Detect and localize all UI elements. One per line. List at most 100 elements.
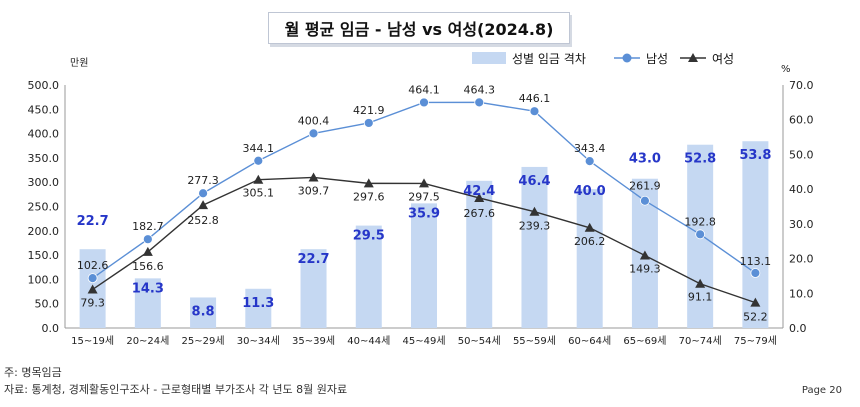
men-point xyxy=(142,234,153,245)
men-data-label: 446.1 xyxy=(519,92,551,105)
women-data-label: 252.8 xyxy=(187,214,219,227)
men-point xyxy=(87,273,98,284)
gap-bar xyxy=(742,141,769,328)
gap-data-label: 22.7 xyxy=(297,252,329,267)
men-point xyxy=(253,155,264,166)
y-right-tick-label: 70.0 xyxy=(789,79,814,92)
men-point xyxy=(695,229,706,240)
gap-data-label: 42.4 xyxy=(463,184,495,199)
men-point xyxy=(750,268,761,278)
gap-data-label: 22.7 xyxy=(77,214,109,229)
men-data-label: 277.3 xyxy=(187,174,219,187)
women-data-label: 297.6 xyxy=(353,190,385,203)
x-tick-label: 65~69세 xyxy=(623,335,666,347)
gap-data-label: 8.8 xyxy=(192,304,215,319)
women-data-label: 267.6 xyxy=(463,207,495,220)
women-data-label: 52.2 xyxy=(743,311,768,324)
gap-bars xyxy=(79,141,769,328)
gap-data-label: 40.0 xyxy=(574,184,606,199)
legend-women-marker xyxy=(688,53,698,62)
legend-men-marker xyxy=(622,53,632,63)
women-point xyxy=(419,178,429,188)
men-data-label: 464.3 xyxy=(463,83,495,96)
men-point xyxy=(419,97,429,108)
x-tick-label: 45~49세 xyxy=(402,335,445,347)
men-point xyxy=(584,156,595,167)
y-left-tick-label: 50.0 xyxy=(35,298,60,311)
women-point xyxy=(529,206,540,216)
x-tick-label: 25~29세 xyxy=(182,335,225,347)
axes: 0.0 50.0 100.0 150.0 200.0 250.0 300.0 350.0 400… xyxy=(28,57,814,347)
gap-bar xyxy=(411,203,437,328)
gap-data-label: 46.4 xyxy=(518,174,550,189)
men-point xyxy=(640,195,650,206)
y-right-tick-label: 0.0 xyxy=(789,322,807,335)
y-left-tick-label: 0.0 xyxy=(42,322,60,335)
women-point xyxy=(253,174,264,184)
women-point xyxy=(363,178,374,188)
women-data-label: 206.2 xyxy=(574,235,606,248)
legend: 성별 임금 격차 남성 여성 xyxy=(472,52,734,66)
y-right-tick-label: 10.0 xyxy=(789,287,814,300)
gap-bar xyxy=(521,166,548,328)
men-data-label: 421.9 xyxy=(353,104,385,117)
y-left-tick-label: 200.0 xyxy=(28,225,60,238)
legend-women-label: 여성 xyxy=(712,52,734,66)
legend-bar-swatch xyxy=(472,52,506,64)
x-tick-label: 40~44세 xyxy=(347,335,390,347)
women-data-label: 79.3 xyxy=(80,296,105,309)
y-right-tick-label: 50.0 xyxy=(789,148,814,161)
men-data-label: 344.1 xyxy=(243,142,275,155)
y-left-tick-label: 150.0 xyxy=(28,249,60,262)
men-point xyxy=(198,188,208,199)
page-number: Page 20 xyxy=(801,385,842,396)
x-tick-label: 30~34세 xyxy=(237,335,280,347)
source-note: 자료: 통계청, 경제활동인구조사 - 근로형태별 부가조사 각 년도 8월 원… xyxy=(4,383,348,396)
women-point xyxy=(142,246,153,256)
x-tick-label: 50~54세 xyxy=(458,335,501,347)
women-point xyxy=(87,284,98,294)
women-point xyxy=(695,278,706,288)
women-point xyxy=(308,172,319,182)
footnote: 주: 명목임금 xyxy=(4,366,62,379)
y-right-tick-label: 30.0 xyxy=(789,218,814,231)
men-point xyxy=(363,118,374,128)
men-data-label: 192.8 xyxy=(684,215,716,228)
women-data-label: 309.7 xyxy=(298,184,330,197)
gap-bar xyxy=(190,297,217,328)
women-data-label: 156.6 xyxy=(132,260,164,273)
gap-data-label: 53.8 xyxy=(739,148,771,163)
y-right-tick-label: 20.0 xyxy=(789,253,814,266)
y-left-tick-label: 250.0 xyxy=(28,201,60,214)
x-tick-label: 55~59세 xyxy=(513,335,556,347)
y-left-tick-label: 400.0 xyxy=(28,128,60,141)
gap-data-label: 29.5 xyxy=(353,229,385,244)
gap-bar xyxy=(245,288,272,328)
men-data-label: 261.9 xyxy=(629,180,661,193)
women-point xyxy=(474,192,485,202)
men-data-label: 400.4 xyxy=(298,114,330,127)
y-left-tick-label: 350.0 xyxy=(28,152,60,165)
men-data-label: 343.4 xyxy=(574,142,606,155)
women-point xyxy=(750,297,761,307)
x-tick-label: 35~39세 xyxy=(292,335,335,347)
women-data-label: 305.1 xyxy=(243,187,275,200)
chart-title: 월 평균 임금 - 남성 vs 여성(2024.8) xyxy=(268,12,570,44)
wage-lines xyxy=(87,97,761,307)
women-data-label: 91.1 xyxy=(688,291,713,304)
women-data-label: 239.3 xyxy=(519,220,551,233)
gap-bar xyxy=(466,180,493,328)
women-data-label: 149.3 xyxy=(629,262,661,275)
men-data-label: 182.7 xyxy=(132,220,164,233)
x-tick-label: 15~19세 xyxy=(71,335,114,347)
men-point xyxy=(474,97,485,108)
men-point xyxy=(308,128,319,139)
y-right-tick-label: 60.0 xyxy=(789,114,814,127)
men-data-label: 113.1 xyxy=(740,255,772,268)
x-tick-label: 70~74세 xyxy=(679,335,722,347)
gap-data-label: 11.3 xyxy=(242,296,274,311)
legend-men-label: 남성 xyxy=(646,52,668,66)
y-left-unit: 만원 xyxy=(70,57,88,69)
women-point xyxy=(198,200,209,210)
